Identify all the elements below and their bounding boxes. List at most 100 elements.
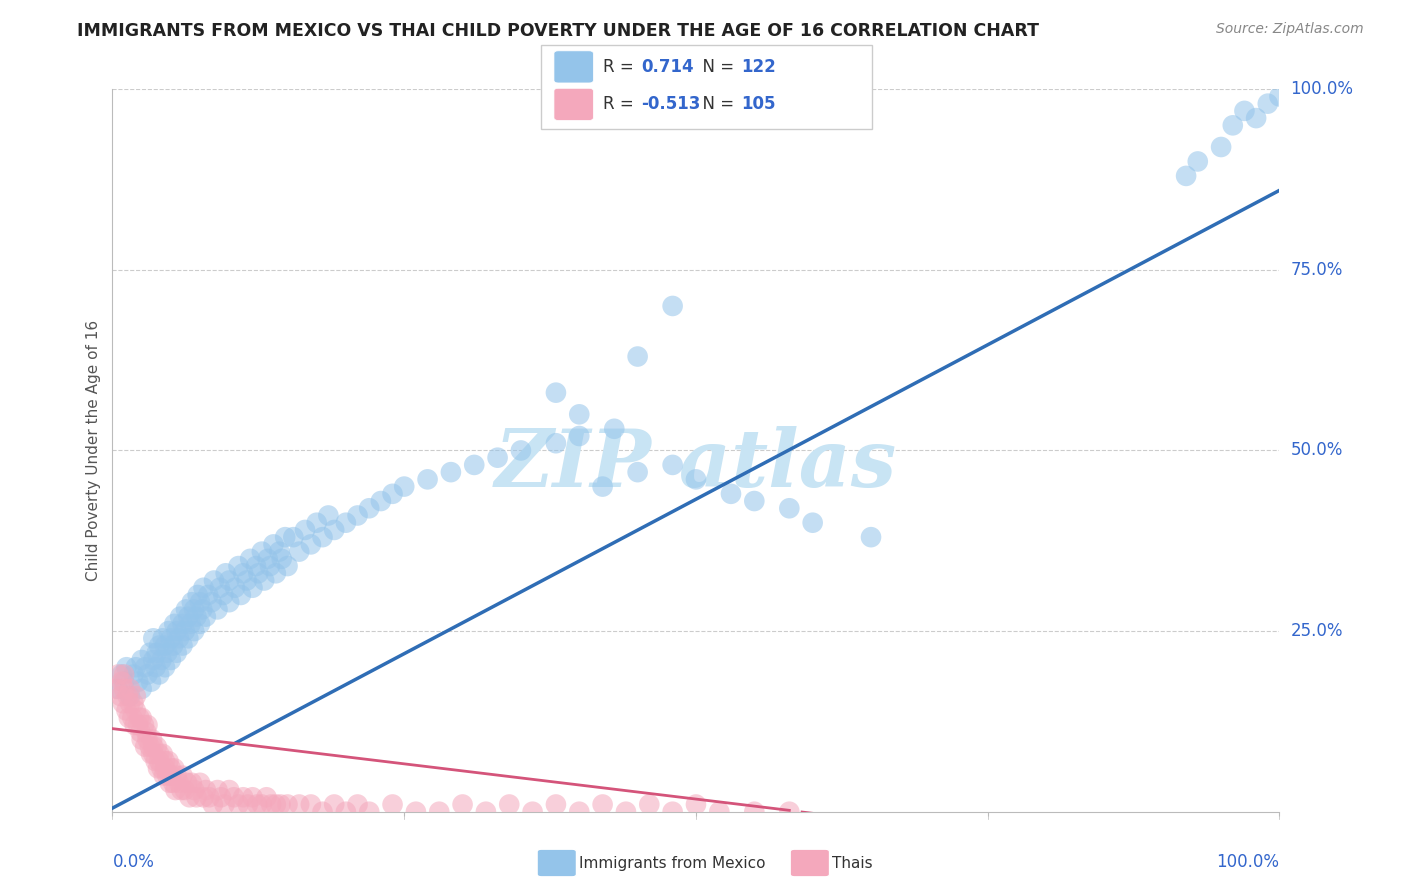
- Point: [131, 681, 153, 696]
- Point: [163, 616, 186, 631]
- Point: [246, 797, 269, 812]
- Point: [194, 609, 217, 624]
- Point: [131, 653, 153, 667]
- Point: [381, 797, 404, 812]
- Point: [416, 472, 439, 486]
- Point: [160, 769, 183, 783]
- Point: [183, 602, 205, 616]
- Point: [463, 458, 485, 472]
- Point: [172, 769, 194, 783]
- Text: 122: 122: [741, 58, 776, 76]
- Point: [193, 581, 215, 595]
- Point: [160, 761, 183, 775]
- Point: [568, 407, 591, 421]
- Point: [125, 660, 148, 674]
- Point: [153, 769, 176, 783]
- Point: [198, 790, 221, 805]
- Point: [117, 689, 139, 703]
- Point: [235, 574, 257, 588]
- Point: [183, 783, 205, 797]
- Point: [236, 797, 259, 812]
- Point: [157, 624, 180, 639]
- Point: [135, 725, 157, 739]
- Point: [263, 537, 285, 551]
- Point: [661, 805, 683, 819]
- Point: [276, 559, 298, 574]
- Point: [250, 797, 273, 812]
- Point: [160, 653, 183, 667]
- Point: [269, 544, 291, 558]
- Point: [638, 797, 661, 812]
- Point: [162, 776, 184, 790]
- Point: [125, 704, 148, 718]
- Point: [112, 674, 135, 689]
- Point: [215, 566, 238, 581]
- Point: [318, 508, 340, 523]
- Point: [592, 480, 614, 494]
- Point: [451, 797, 474, 812]
- Point: [186, 609, 208, 624]
- Point: [122, 667, 145, 681]
- Point: [142, 653, 165, 667]
- Point: [475, 805, 498, 819]
- Point: [141, 732, 163, 747]
- Point: [136, 732, 159, 747]
- Point: [1175, 169, 1198, 183]
- Text: Immigrants from Mexico: Immigrants from Mexico: [579, 856, 766, 871]
- Text: N =: N =: [692, 95, 740, 113]
- Point: [139, 646, 162, 660]
- Point: [156, 769, 179, 783]
- Point: [183, 624, 205, 639]
- Point: [118, 681, 141, 696]
- Point: [139, 674, 162, 689]
- Point: [150, 761, 173, 775]
- Point: [173, 783, 195, 797]
- Text: Thais: Thais: [832, 856, 873, 871]
- Point: [148, 747, 170, 761]
- Point: [124, 718, 146, 732]
- Point: [176, 776, 198, 790]
- Point: [239, 551, 262, 566]
- Point: [146, 739, 169, 754]
- Point: [194, 783, 217, 797]
- Text: 75.0%: 75.0%: [1291, 260, 1343, 279]
- Point: [253, 574, 276, 588]
- Point: [186, 790, 208, 805]
- Point: [294, 523, 316, 537]
- Point: [522, 805, 544, 819]
- Point: [242, 790, 264, 805]
- Point: [288, 544, 311, 558]
- Point: [169, 609, 191, 624]
- Point: [259, 559, 281, 574]
- Point: [335, 805, 357, 819]
- Point: [305, 516, 328, 530]
- Point: [162, 639, 184, 653]
- Point: [152, 747, 174, 761]
- Point: [191, 602, 214, 616]
- Point: [131, 732, 153, 747]
- Point: [359, 501, 381, 516]
- Text: 25.0%: 25.0%: [1291, 622, 1343, 640]
- Point: [107, 667, 129, 681]
- Point: [188, 595, 211, 609]
- Point: [544, 436, 567, 450]
- Point: [486, 450, 509, 465]
- Point: [222, 790, 245, 805]
- Point: [173, 624, 195, 639]
- Point: [218, 783, 240, 797]
- Point: [180, 595, 202, 609]
- Point: [346, 508, 368, 523]
- Point: [744, 805, 766, 819]
- Point: [172, 616, 194, 631]
- Point: [1187, 154, 1209, 169]
- Point: [627, 350, 650, 364]
- Point: [627, 465, 650, 479]
- Text: 50.0%: 50.0%: [1291, 442, 1343, 459]
- Point: [202, 574, 225, 588]
- Point: [394, 480, 416, 494]
- Point: [359, 805, 381, 819]
- Point: [283, 530, 305, 544]
- Point: [125, 689, 148, 703]
- Point: [115, 704, 138, 718]
- Point: [250, 544, 273, 558]
